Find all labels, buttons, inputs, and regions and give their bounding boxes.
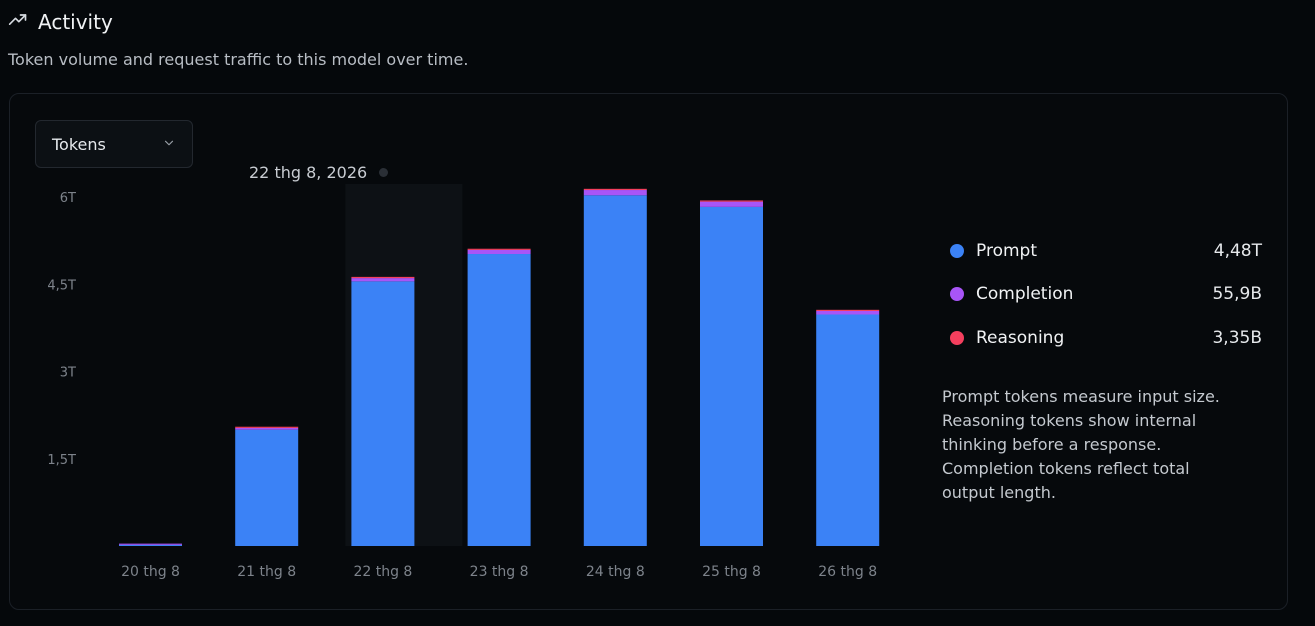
bar-prompt [119,544,182,546]
hover-indicator-dot [379,168,389,177]
x-tick-label: 24 thg 8 [586,564,645,580]
reasoning-color-dot [950,330,964,345]
legend-item-reasoning: Reasoning 3,35B [950,316,1262,360]
legend-label: Completion [976,284,1074,305]
bar-completion [351,278,415,282]
legend-value: 55,9B [1212,284,1262,305]
hover-date: 22 thg 8, 2026 [249,163,368,182]
legend-value: 4,48T [1213,240,1262,261]
trending-up-icon [8,10,28,34]
legend-item-prompt: Prompt 4,48T [950,229,1262,273]
y-tick-label: 4,5T [47,278,76,293]
bar-completion [583,190,647,196]
x-tick-label: 23 thg 8 [470,564,529,580]
legend: Prompt 4,48T Completion 55,9B Reasoning … [950,229,1262,360]
x-tick-label: 21 thg 8 [237,564,296,580]
x-tick-label: 20 thg 8 [121,564,180,580]
bar-reasoning [816,309,880,312]
bar-reasoning [700,200,763,202]
bar-reasoning [351,276,415,279]
bar-prompt [816,314,880,546]
page-subtitle: Token volume and request traffic to this… [8,50,469,69]
bar-completion [119,543,182,545]
legend-item-completion: Completion 55,9B [950,273,1262,317]
metric-dropdown[interactable]: Tokens [35,120,193,168]
activity-card: 6T 4,5T 3T 1,5T 20 thg 8 21 thg 8 22 thg 8 23 t… [9,93,1288,610]
bar-completion [235,427,299,430]
x-tick-label: 22 thg 8 [353,564,412,580]
legend-label: Reasoning [976,327,1065,348]
bar-reasoning [235,426,299,428]
bar-completion [467,249,531,255]
bar-prompt [351,281,415,546]
bar-prompt [467,254,531,546]
bar-completion [816,311,880,315]
hover-date-label: 22 thg 8, 2026 [249,163,389,182]
bar-reasoning [583,188,647,191]
x-tick-label: 25 thg 8 [702,564,761,580]
bar-completion [700,201,763,207]
legend-label: Prompt [976,240,1037,261]
x-tick-label: 26 thg 8 [818,564,877,580]
activity-chart: 6T 4,5T 3T 1,5T 20 thg 8 21 thg 8 22 thg 8 23 t… [47,184,880,580]
chevron-down-icon [162,135,176,154]
y-tick-label: 1,5T [47,453,76,468]
y-tick-label: 6T [60,191,76,206]
y-tick-label: 3T [60,366,76,381]
completion-color-dot [950,287,964,302]
bar-prompt [235,429,299,546]
activity-header: Activity [8,10,113,34]
metric-dropdown-label: Tokens [52,134,106,154]
page-title: Activity [38,10,113,34]
token-description: Prompt tokens measure input size. Reason… [942,387,1220,502]
prompt-color-dot [950,243,964,258]
legend-value: 3,35B [1212,327,1262,348]
bar-reasoning [467,248,531,250]
bar-prompt [583,195,647,546]
bar-prompt [700,206,763,546]
